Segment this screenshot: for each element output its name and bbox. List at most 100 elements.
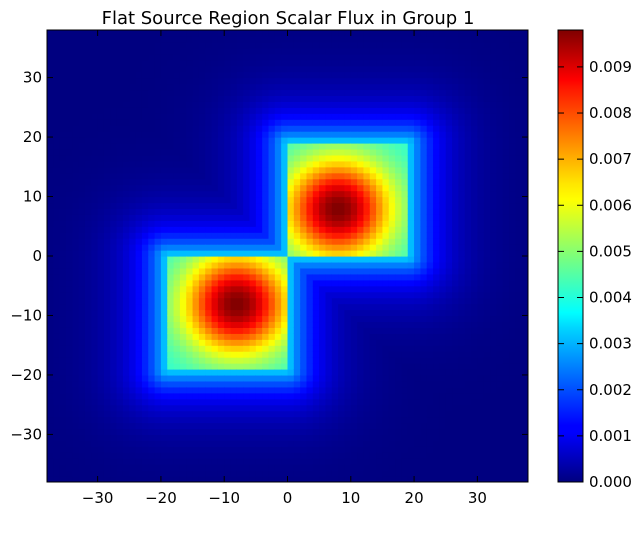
heatmap-cell xyxy=(255,148,263,156)
heatmap-cell xyxy=(433,309,440,317)
heatmap-cell xyxy=(217,434,225,441)
heatmap-cell xyxy=(198,279,206,287)
heatmap-cell xyxy=(217,125,225,132)
heatmap-cell xyxy=(205,422,213,430)
heatmap-cell xyxy=(91,30,99,37)
heatmap-cell xyxy=(300,71,308,79)
heatmap-cell xyxy=(173,137,181,144)
heatmap-cell xyxy=(376,357,384,364)
heatmap-cell xyxy=(47,101,54,108)
heatmap-cell xyxy=(407,119,415,126)
heatmap-cell xyxy=(230,357,238,364)
heatmap-cell xyxy=(179,256,187,263)
heatmap-cell xyxy=(268,464,276,471)
heatmap-cell xyxy=(420,345,428,352)
heatmap-cell xyxy=(331,208,339,215)
heatmap-cell xyxy=(65,351,73,358)
heatmap-cell xyxy=(47,369,54,376)
heatmap-cell xyxy=(376,386,384,394)
heatmap-cell xyxy=(382,369,390,376)
heatmap-cell xyxy=(420,357,428,364)
heatmap-cell xyxy=(160,119,168,126)
heatmap-cell xyxy=(129,339,137,346)
heatmap-cell xyxy=(211,446,219,453)
heatmap-cell xyxy=(255,374,263,382)
heatmap-cell xyxy=(407,363,415,370)
heatmap-cell xyxy=(154,363,162,370)
heatmap-cell xyxy=(103,244,111,251)
heatmap-cell xyxy=(205,184,213,192)
heatmap-cell xyxy=(287,285,295,293)
heatmap-cell xyxy=(110,71,118,79)
heatmap-cell xyxy=(376,333,384,340)
heatmap-cell xyxy=(312,470,320,477)
heatmap-cell xyxy=(439,208,447,215)
heatmap-cell xyxy=(249,291,257,299)
heatmap-cell xyxy=(205,345,213,352)
heatmap-cell xyxy=(59,386,67,394)
heatmap-cell xyxy=(224,208,232,215)
heatmap-cell xyxy=(300,107,308,114)
heatmap-cell xyxy=(205,404,213,412)
heatmap-cell xyxy=(167,196,175,204)
heatmap-cell xyxy=(376,315,384,323)
heatmap-cell xyxy=(344,374,352,382)
heatmap-cell xyxy=(262,285,270,293)
heatmap-cell xyxy=(84,363,92,370)
heatmap-cell xyxy=(255,77,263,85)
heatmap-cell xyxy=(91,107,99,114)
heatmap-cell xyxy=(331,267,339,275)
heatmap-cell xyxy=(376,416,384,424)
heatmap-cell xyxy=(369,178,377,186)
heatmap-cell xyxy=(433,422,440,430)
heatmap-cell xyxy=(53,315,61,323)
heatmap-cell xyxy=(262,95,270,102)
heatmap-cell xyxy=(205,333,213,340)
heatmap-cell xyxy=(338,101,346,108)
heatmap-cell xyxy=(426,65,434,73)
heatmap-cell xyxy=(135,65,143,73)
heatmap-cell xyxy=(91,279,99,287)
heatmap-cell xyxy=(167,309,175,317)
heatmap-cell xyxy=(205,220,213,227)
heatmap-cell xyxy=(262,184,270,192)
heatmap-cell xyxy=(458,422,466,430)
heatmap-cell xyxy=(350,89,358,97)
heatmap-cell xyxy=(433,256,440,263)
heatmap-cell xyxy=(91,95,99,102)
heatmap-cell xyxy=(230,71,238,79)
heatmap-cell xyxy=(135,285,143,293)
heatmap-cell xyxy=(53,77,61,85)
heatmap-cell xyxy=(116,166,124,174)
heatmap-cell xyxy=(243,83,251,91)
heatmap-cell xyxy=(306,267,314,275)
heatmap-cell xyxy=(236,71,244,79)
heatmap-cell xyxy=(110,303,118,311)
heatmap-cell xyxy=(224,41,232,49)
heatmap-cell xyxy=(154,279,162,287)
heatmap-cell xyxy=(78,226,86,233)
heatmap-cell xyxy=(97,226,105,233)
heatmap-cell xyxy=(59,107,67,114)
heatmap-cell xyxy=(344,125,352,132)
heatmap-cell xyxy=(116,77,124,85)
heatmap-cell xyxy=(293,291,301,299)
heatmap-cell xyxy=(129,374,137,382)
heatmap-cell xyxy=(414,434,422,441)
heatmap-cell xyxy=(414,351,422,358)
heatmap-cell xyxy=(91,452,99,459)
heatmap-cell xyxy=(211,476,219,482)
heatmap-cell xyxy=(300,351,308,358)
heatmap-cell xyxy=(78,273,86,281)
heatmap-cell xyxy=(72,363,80,370)
heatmap-cell xyxy=(236,256,244,263)
heatmap-cell xyxy=(382,220,390,227)
heatmap-cell xyxy=(287,327,295,334)
heatmap-cell xyxy=(439,267,447,275)
heatmap-cell xyxy=(173,83,181,91)
heatmap-cell xyxy=(312,113,320,120)
heatmap-cell xyxy=(160,422,168,430)
heatmap-cell xyxy=(281,297,289,305)
heatmap-cell xyxy=(211,470,219,477)
heatmap-cell xyxy=(268,250,276,257)
